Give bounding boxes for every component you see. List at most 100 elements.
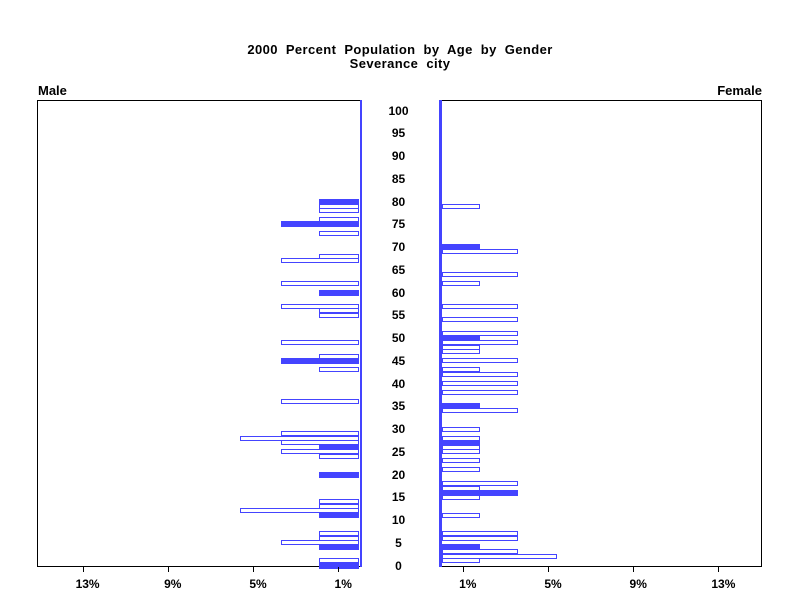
male-bar-age-55 (319, 312, 360, 318)
female-panel-label: Female (717, 83, 762, 98)
age-axis-label-10: 10 (391, 513, 406, 528)
male-pct-label-13: 13% (75, 577, 100, 591)
male-bar-age-56 (319, 308, 360, 314)
female-bar-age-54 (441, 317, 519, 323)
male-bar-age-12 (240, 508, 360, 514)
age-axis-label-60: 60 (391, 285, 406, 300)
female-bar-age-30 (441, 426, 480, 432)
female-bar-age-27 (441, 439, 480, 446)
female-pct-label-5: 5% (544, 577, 562, 591)
male-bar-age-24 (319, 453, 360, 459)
male-bar-age-49 (280, 340, 360, 346)
male-age-axis-line (359, 100, 362, 567)
male-bar-age-68 (319, 253, 360, 259)
male-bar-age-20 (319, 471, 360, 478)
female-bar-age-48 (441, 344, 480, 350)
female-pct-tick-1 (462, 567, 464, 572)
age-axis-label-40: 40 (391, 376, 406, 391)
female-bar-age-43 (441, 367, 480, 373)
male-bar-age-67 (280, 258, 360, 264)
age-axis-label-20: 20 (391, 467, 406, 482)
female-bar-age-79 (441, 203, 480, 209)
female-bar-age-23 (441, 458, 480, 464)
chart-subtitle: Severance city (349, 56, 451, 71)
female-bar-age-51 (441, 331, 519, 337)
female-bar-age-3 (441, 549, 519, 555)
male-bar-age-29 (280, 431, 360, 437)
female-bar-age-57 (441, 303, 519, 309)
male-pct-tick-1 (338, 567, 340, 572)
age-axis-label-35: 35 (391, 399, 406, 414)
age-axis-label-70: 70 (391, 240, 406, 255)
male-bar-age-43 (319, 367, 360, 373)
age-axis-label-100: 100 (388, 103, 409, 118)
female-bar-age-38 (441, 390, 519, 396)
age-axis-label-30: 30 (391, 422, 406, 437)
female-pct-label-13: 13% (711, 577, 736, 591)
female-bar-age-21 (441, 467, 480, 473)
male-bar-age-60 (319, 289, 360, 296)
male-bar-age-62 (280, 281, 360, 287)
male-bar-age-11 (319, 512, 360, 519)
female-bar-age-42 (441, 371, 519, 377)
male-pct-label-1: 1% (334, 577, 352, 591)
female-bar-age-69 (441, 249, 519, 255)
female-pct-tick-5 (548, 567, 549, 572)
male-pct-tick-9 (167, 567, 169, 572)
male-bar-age-57 (280, 303, 360, 309)
male-bar-age-75 (280, 221, 360, 228)
age-axis-label-25: 25 (391, 444, 406, 459)
female-bar-age-49 (441, 340, 519, 346)
female-bar-age-15 (441, 494, 480, 500)
female-bar-age-16 (441, 489, 519, 496)
female-bar-age-1 (441, 558, 480, 564)
age-axis-label-90: 90 (391, 149, 406, 164)
male-pct-tick-13 (82, 567, 84, 572)
male-bar-age-13 (319, 503, 360, 509)
age-axis-label-75: 75 (391, 217, 406, 232)
age-axis-label-85: 85 (391, 171, 406, 186)
female-bar-age-40 (441, 381, 519, 387)
male-pct-label-5: 5% (249, 577, 267, 591)
male-bar-age-73 (319, 230, 360, 236)
age-axis-label-95: 95 (391, 126, 406, 141)
female-bar-age-62 (441, 281, 480, 287)
female-bar-age-7 (441, 531, 519, 537)
male-panel-label: Male (38, 83, 67, 98)
age-axis-label-80: 80 (391, 194, 406, 209)
female-bar-age-64 (441, 271, 519, 277)
male-bar-age-28 (240, 435, 360, 441)
female-bar-age-18 (441, 481, 519, 487)
female-pct-tick-13 (718, 567, 720, 572)
male-bar-age-4 (319, 544, 360, 551)
female-bar-age-25 (441, 449, 480, 455)
age-axis-label-5: 5 (395, 535, 402, 550)
age-axis-label-45: 45 (391, 353, 406, 368)
male-bar-age-36 (280, 399, 360, 405)
male-pct-label-9: 9% (164, 577, 182, 591)
female-bar-age-26 (441, 444, 480, 450)
female-bar-age-47 (441, 349, 480, 355)
female-bar-age-34 (441, 408, 519, 414)
female-pct-label-9: 9% (629, 577, 647, 591)
male-pct-tick-5 (253, 567, 254, 572)
male-bar-age-7 (319, 531, 360, 537)
female-pct-tick-9 (633, 567, 635, 572)
age-axis-label-0: 0 (395, 558, 402, 573)
female-pct-label-1: 1% (459, 577, 477, 591)
female-bar-age-2 (441, 553, 557, 559)
male-bar-age-14 (319, 499, 360, 505)
age-axis-label-50: 50 (391, 331, 406, 346)
age-axis-label-55: 55 (391, 308, 406, 323)
female-bar-age-4 (441, 544, 480, 551)
female-bar-age-45 (441, 358, 519, 364)
female-age-axis-line (439, 100, 442, 567)
male-bar-age-45 (280, 357, 360, 364)
female-bar-age-35 (441, 403, 480, 410)
male-bar-age-79 (319, 203, 360, 209)
female-bar-age-70 (441, 244, 480, 251)
age-axis-label-65: 65 (391, 262, 406, 277)
chart-title: 2000 Percent Population by Age by Gender (247, 42, 553, 57)
